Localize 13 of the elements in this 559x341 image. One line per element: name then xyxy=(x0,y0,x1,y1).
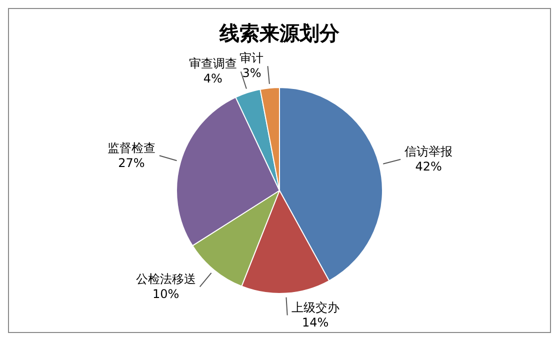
slice-label: 信访举报 xyxy=(404,144,453,159)
data-label: 14% xyxy=(302,315,329,330)
slice-label: 上级交办 xyxy=(291,300,340,314)
data-label: 10% xyxy=(152,286,180,301)
data-label: 27% xyxy=(118,156,145,170)
data-label: 42% xyxy=(415,160,442,174)
slice-label: 审查调查 xyxy=(188,56,237,71)
slice-label: 监督检查 xyxy=(107,140,156,155)
slice-label: 公检法移送 xyxy=(136,272,196,286)
data-label: 4% xyxy=(203,72,222,86)
data-label: 3% xyxy=(242,66,262,80)
chart-title: 线索来源划分 xyxy=(218,21,340,46)
slice-label: 审计 xyxy=(240,51,264,66)
